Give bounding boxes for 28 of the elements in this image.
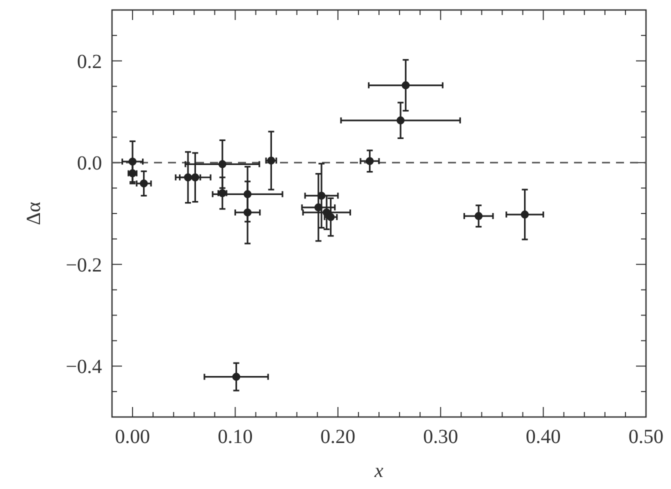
x-tick-label: 0.40 <box>526 426 561 448</box>
point <box>244 190 252 198</box>
point <box>326 213 335 222</box>
x-tick-label: 0.10 <box>218 426 253 448</box>
y-axis-title: Δα <box>23 201 45 226</box>
point <box>140 179 148 188</box>
y-tick-label: −0.4 <box>66 356 102 378</box>
y-tick-label: −0.2 <box>66 254 102 276</box>
point <box>402 81 410 90</box>
x-tick-label: 0.20 <box>320 426 356 448</box>
x-tick-label: 0.30 <box>423 426 458 448</box>
y-tick-label: 0.0 <box>77 152 102 175</box>
point <box>317 192 326 200</box>
point <box>218 160 226 168</box>
y-tick-label: 0.2 <box>77 50 102 73</box>
point <box>244 208 252 216</box>
x-tick-label: 0.50 <box>628 426 664 448</box>
x-tick-label: 0.00 <box>115 426 150 448</box>
point <box>474 212 483 220</box>
point <box>232 372 240 381</box>
point <box>366 157 374 166</box>
point <box>314 203 322 212</box>
x-axis-title: x <box>374 460 384 482</box>
point <box>396 116 405 124</box>
point <box>184 173 192 182</box>
point <box>128 158 137 166</box>
point <box>520 210 529 219</box>
point <box>267 156 276 165</box>
